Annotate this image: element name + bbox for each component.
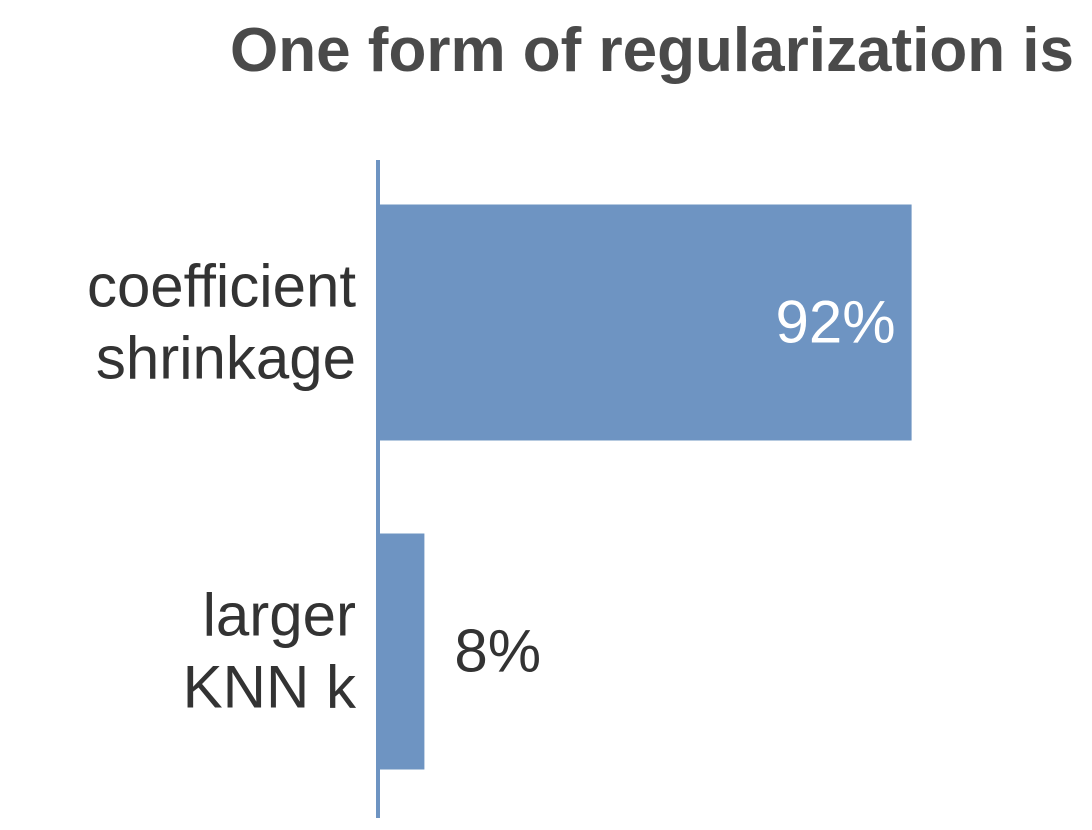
value-label-1: 92%	[776, 289, 896, 356]
chart-title: One form of regularization is	[230, 16, 1074, 85]
category-label-line: larger	[203, 582, 356, 649]
bar-2	[378, 533, 425, 770]
category-label-1: coefficient shrinkage	[87, 253, 356, 392]
value-label-2: 8%	[454, 618, 541, 685]
bar-1	[378, 204, 912, 441]
bars-layer: coefficient shrinkage 92% larger KNN k 8%	[87, 204, 912, 770]
category-label-2: larger KNN k	[183, 582, 357, 721]
category-label-line: KNN k	[183, 654, 357, 721]
category-label-line: coefficient	[87, 253, 356, 320]
category-label-line: shrinkage	[96, 325, 356, 392]
